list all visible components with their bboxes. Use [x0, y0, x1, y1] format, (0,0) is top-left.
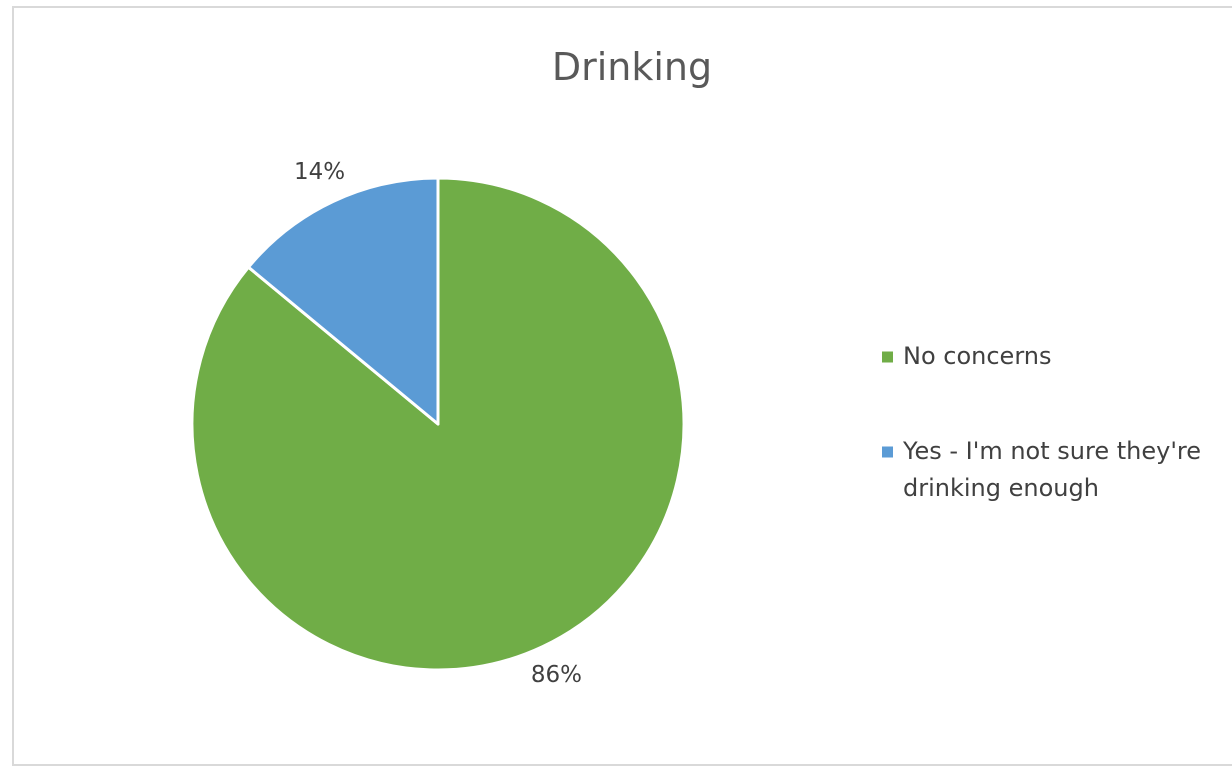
legend: No concerns Yes - I'm not sure they're dri…	[882, 342, 1201, 502]
legend-marker-1	[882, 351, 893, 363]
legend-label-2: Yes - I'm not sure they're drinking enoug…	[902, 437, 1201, 502]
pie-slice-2	[246, 176, 440, 426]
chart-title: Drinking	[552, 45, 712, 89]
legend-marker-2	[882, 446, 893, 458]
legend-label-1: No concerns	[903, 342, 1051, 370]
data-label-1: 86%	[531, 662, 582, 688]
legend-item-1: No concerns	[882, 342, 1051, 370]
data-label-2: 14%	[294, 159, 345, 185]
data-labels: 86% 14%	[294, 159, 582, 688]
pie-chart: Drinking 86% 14% No concerns Yes - I'm not…	[190, 45, 1201, 688]
legend-item-2: Yes - I'm not sure they're drinking enoug…	[882, 437, 1201, 502]
pie-slices	[190, 176, 686, 672]
